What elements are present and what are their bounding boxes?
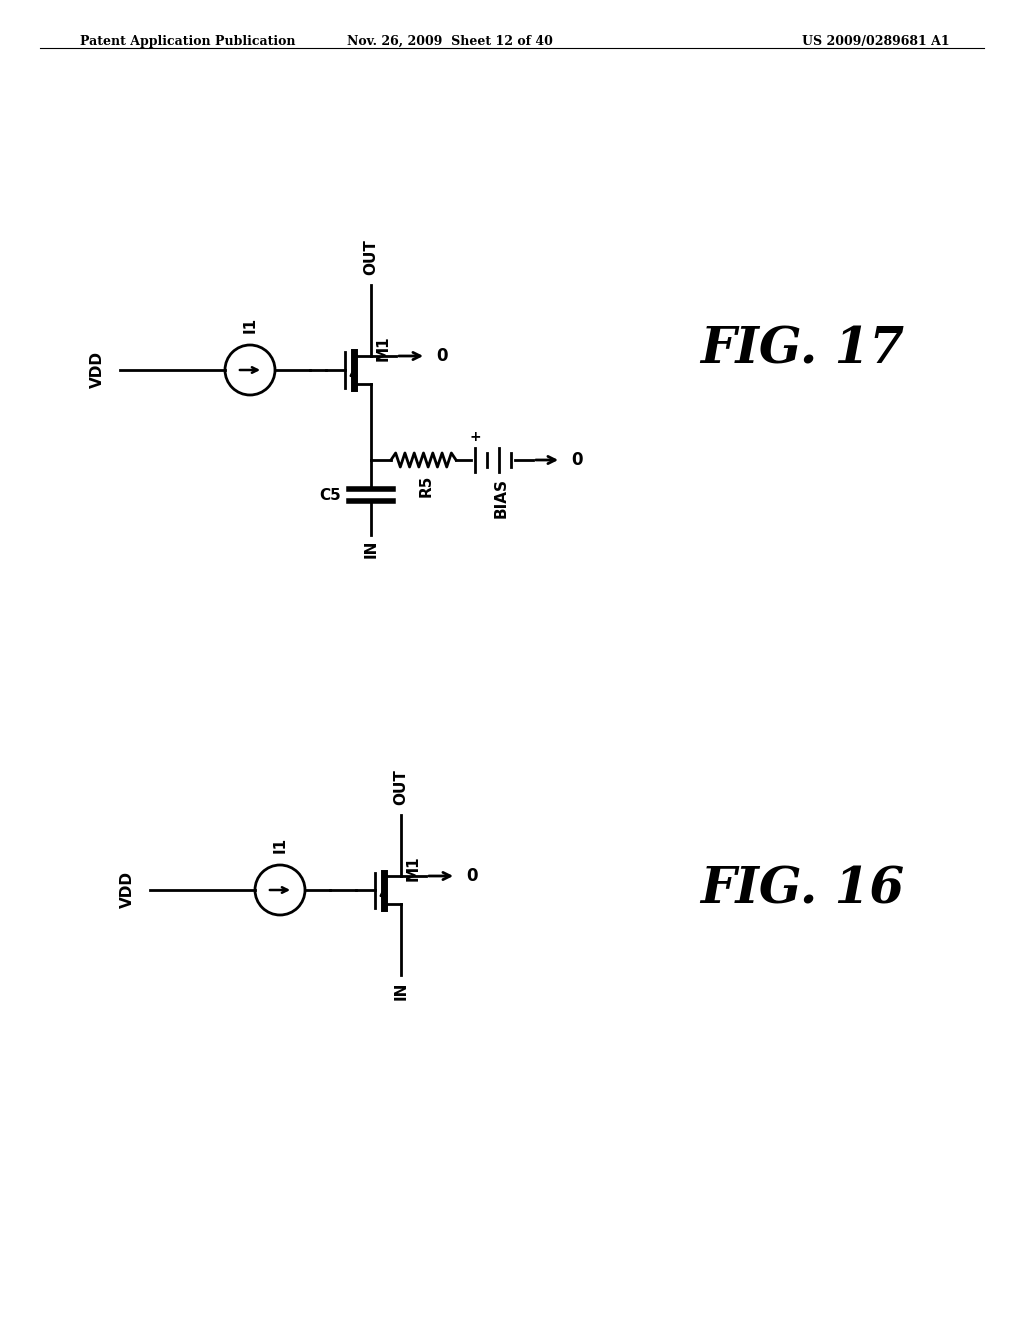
Text: BIAS: BIAS bbox=[494, 478, 509, 517]
Text: +: + bbox=[469, 430, 481, 444]
Text: VDD: VDD bbox=[120, 871, 135, 908]
Text: 0: 0 bbox=[571, 451, 583, 469]
Text: IN: IN bbox=[364, 540, 379, 558]
Text: C5: C5 bbox=[319, 487, 341, 503]
Text: M1: M1 bbox=[376, 335, 391, 362]
Text: FIG. 17: FIG. 17 bbox=[700, 326, 904, 375]
Text: I1: I1 bbox=[243, 317, 257, 333]
Text: M1: M1 bbox=[406, 855, 421, 882]
Text: US 2009/0289681 A1: US 2009/0289681 A1 bbox=[803, 36, 950, 48]
Text: I1: I1 bbox=[272, 837, 288, 853]
Text: Nov. 26, 2009  Sheet 12 of 40: Nov. 26, 2009 Sheet 12 of 40 bbox=[347, 36, 553, 48]
Text: 0: 0 bbox=[466, 867, 477, 884]
Text: OUT: OUT bbox=[364, 239, 379, 275]
Text: OUT: OUT bbox=[393, 770, 409, 805]
Text: R5: R5 bbox=[419, 475, 433, 498]
Text: IN: IN bbox=[393, 982, 409, 1001]
Text: FIG. 16: FIG. 16 bbox=[700, 866, 904, 915]
Text: VDD: VDD bbox=[90, 351, 105, 388]
Text: 0: 0 bbox=[436, 347, 447, 366]
Text: Patent Application Publication: Patent Application Publication bbox=[80, 36, 296, 48]
